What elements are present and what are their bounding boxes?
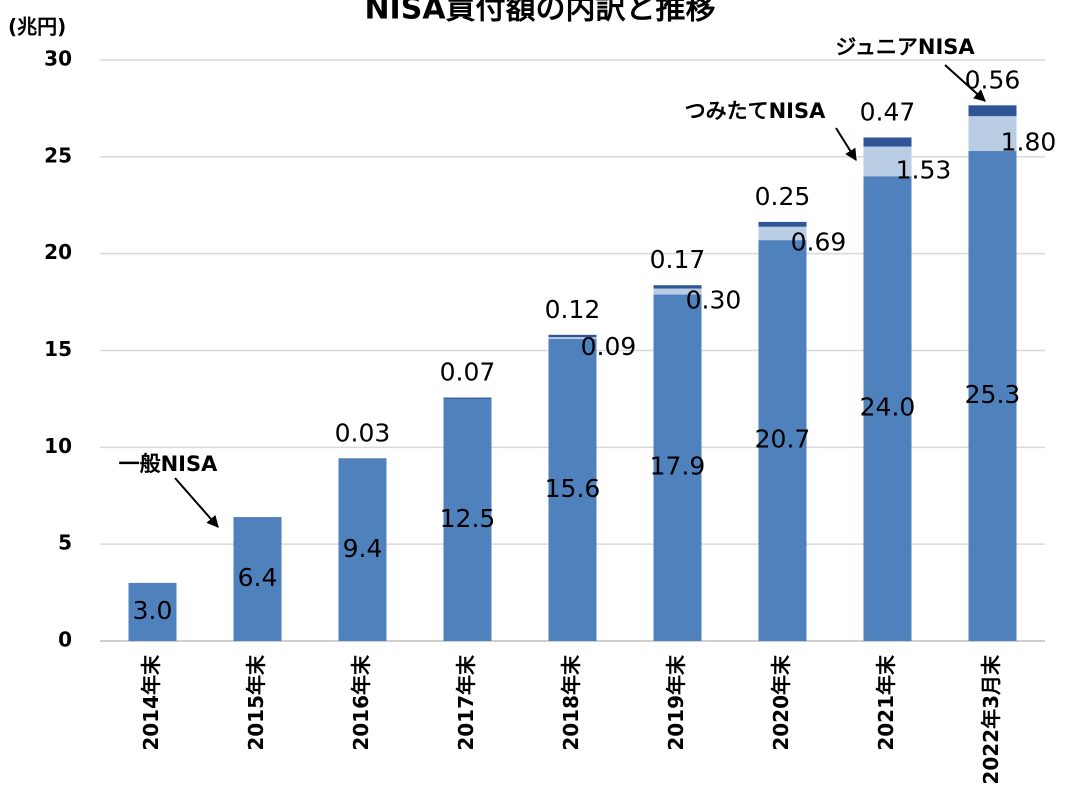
value-label: 0.69 (791, 227, 847, 256)
y-tick-label: 20 (44, 240, 72, 264)
value-label: 0.30 (686, 285, 742, 314)
y-tick-label: 5 (58, 531, 72, 555)
bar-segment (758, 226, 807, 241)
bar-segment (653, 288, 702, 295)
value-label: 24.0 (860, 393, 916, 422)
x-tick-label: 2017年末 (454, 654, 478, 751)
bar-segment (758, 221, 807, 227)
y-tick-label: 10 (44, 434, 72, 458)
x-tick-label: 2018年末 (559, 654, 583, 751)
bar-segment (548, 337, 597, 339)
bar-segment (863, 146, 912, 177)
bar-segment (968, 116, 1017, 152)
y-tick-label: 30 (44, 47, 72, 71)
value-label: 0.47 (860, 97, 916, 126)
value-label: 1.80 (1001, 128, 1057, 157)
bar-segment (548, 338, 597, 641)
value-label: 0.17 (650, 245, 706, 274)
x-tick-label: 2022年3月末 (979, 654, 1003, 785)
callout-arrow (835, 127, 857, 162)
value-label: 25.3 (965, 380, 1021, 409)
bar-segment (653, 294, 702, 641)
y-axis-label: (兆円) (8, 15, 66, 39)
bar-segment (338, 458, 387, 459)
bar-segment (863, 137, 912, 147)
x-tick-label: 2015年末 (244, 654, 268, 751)
x-tick-label: 2020年末 (769, 654, 793, 751)
value-label: 6.4 (238, 563, 278, 592)
bar-segment (968, 151, 1017, 642)
y-tick-label: 25 (44, 143, 72, 167)
value-label: 1.53 (896, 155, 952, 184)
bar-segment (653, 285, 702, 289)
bar-segment (233, 517, 282, 641)
bar-segment (338, 458, 387, 641)
series-callout: つみたてNISA (685, 99, 827, 123)
value-label: 3.0 (133, 596, 173, 625)
y-tick-label: 0 (58, 628, 72, 652)
x-tick-label: 2021年末 (874, 654, 898, 751)
value-label: 0.07 (440, 358, 496, 387)
value-label: 20.7 (755, 425, 811, 454)
value-label: 12.5 (440, 504, 496, 533)
series-callout: ジュニアNISA (835, 35, 975, 59)
bar-segment (443, 397, 492, 399)
x-tick-label: 2016年末 (349, 654, 373, 751)
value-label: 17.9 (650, 452, 706, 481)
value-label: 9.4 (343, 534, 383, 563)
chart-title: NISA買付額の内訳と推移 (364, 0, 715, 27)
series-callout: 一般NISA (119, 452, 219, 476)
y-tick-label: 15 (44, 337, 72, 361)
callout-arrow (944, 64, 986, 102)
bar-segment (968, 105, 1017, 117)
bar-segment (863, 176, 912, 641)
x-tick-label: 2014年末 (139, 654, 163, 751)
value-label: 15.6 (545, 474, 601, 503)
bar-segment (128, 582, 177, 641)
value-label: 0.25 (755, 182, 811, 211)
bar-segment (548, 334, 597, 338)
x-tick-label: 2019年末 (664, 654, 688, 751)
bar-segment (443, 398, 492, 641)
bar-segment (758, 240, 807, 642)
value-label: 0.03 (335, 418, 391, 447)
value-label: 0.12 (545, 295, 601, 324)
callout-arrow (174, 477, 219, 528)
